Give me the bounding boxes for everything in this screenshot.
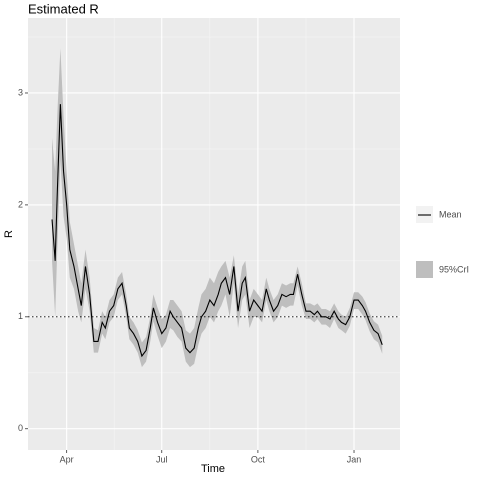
y-tick-label: 3 [18,87,23,97]
y-tick-label: 1 [18,311,23,321]
x-tick-label: Apr [60,454,74,464]
legend-label: Mean [439,209,462,219]
x-tick-label: Jul [156,454,168,464]
y-tick-label: 2 [18,199,23,209]
legend-label: 95%CrI [439,264,469,274]
x-tick-label: Oct [251,454,266,464]
legend-key [416,261,433,278]
line [51,104,383,358]
ribbon [52,48,383,368]
panel [28,18,400,450]
chart-title: Estimated R [28,1,99,16]
x-axis-label: Time [201,463,225,475]
x-tick-label: Jan [347,454,362,464]
y-axis-label: R [3,230,15,238]
y-tick-label: 0 [18,423,23,433]
